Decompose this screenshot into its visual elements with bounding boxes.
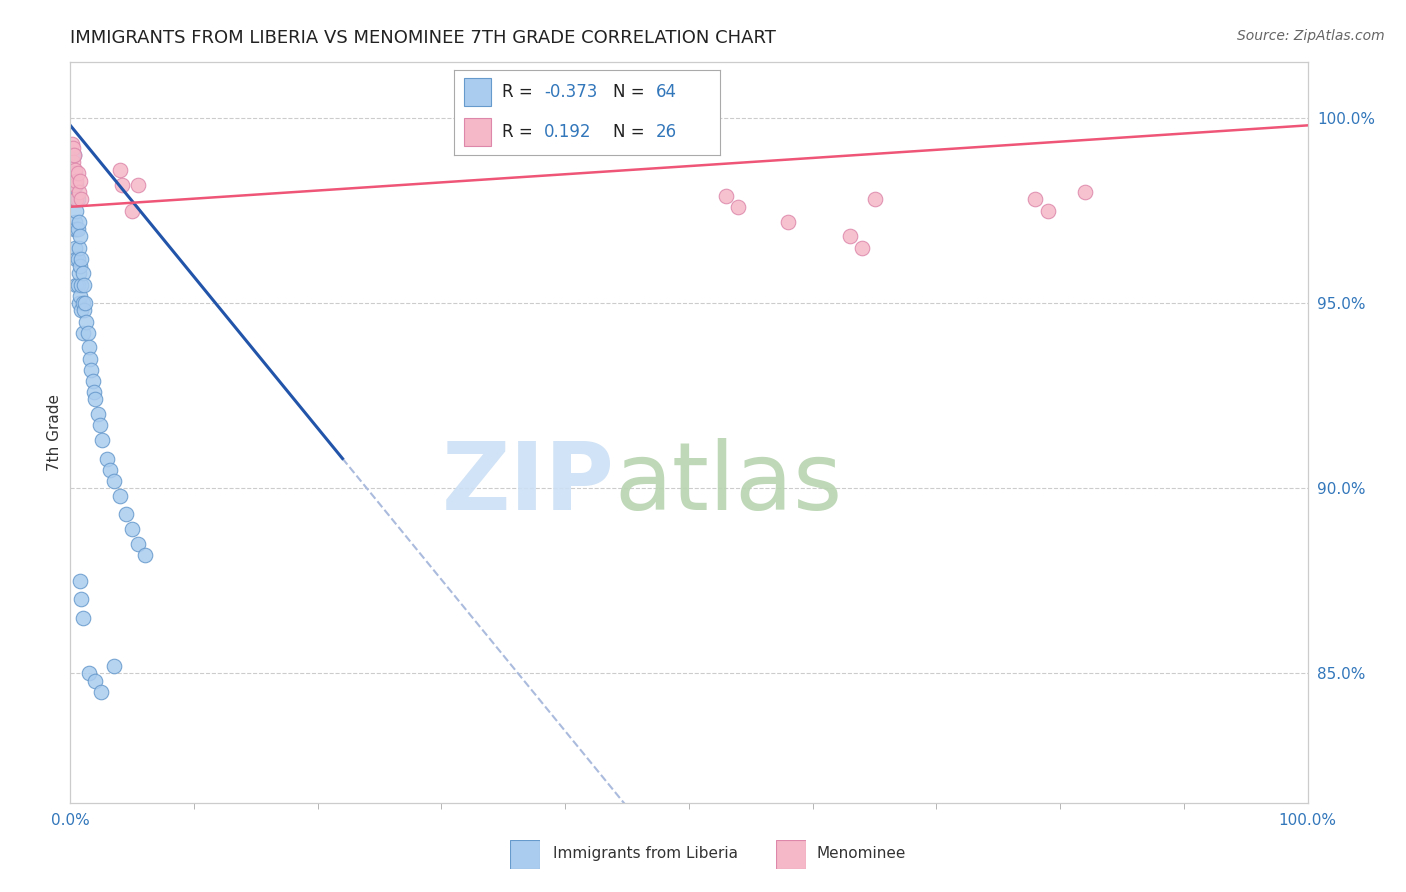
Point [63, 166, 86, 180]
Point [108, 489, 131, 503]
Point [127, 178, 149, 192]
Point [65, 162, 87, 177]
Text: IMMIGRANTS FROM LIBERIA VS MENOMINEE 7TH GRADE CORRELATION CHART: IMMIGRANTS FROM LIBERIA VS MENOMINEE 7TH… [70, 29, 776, 47]
Point [70, 303, 93, 318]
Point [86, 407, 108, 421]
Point [80, 362, 103, 376]
Point [65, 203, 87, 218]
Point [714, 188, 737, 202]
Point [1074, 185, 1097, 199]
Text: Immigrants from Liberia: Immigrants from Liberia [553, 846, 738, 861]
Y-axis label: 7th Grade: 7th Grade [46, 394, 62, 471]
Point [62, 166, 84, 180]
Point [776, 214, 799, 228]
Point [82, 374, 104, 388]
Point [111, 178, 134, 192]
Point [76, 326, 98, 340]
Point [65, 240, 87, 254]
Point [70, 252, 93, 266]
Point [134, 548, 156, 562]
Point [838, 229, 860, 244]
Point [62, 140, 84, 154]
Point [77, 666, 100, 681]
Point [67, 267, 90, 281]
Point [121, 203, 143, 218]
Point [66, 222, 89, 236]
Point [65, 214, 87, 228]
Point [67, 214, 90, 228]
Point [73, 277, 96, 292]
Text: atlas: atlas [614, 439, 844, 531]
Point [127, 536, 149, 550]
Text: Source: ZipAtlas.com: Source: ZipAtlas.com [1237, 29, 1385, 43]
Point [65, 174, 87, 188]
Point [72, 267, 94, 281]
Point [91, 433, 114, 447]
Text: ZIP: ZIP [441, 439, 614, 531]
Point [70, 277, 93, 292]
Point [1036, 203, 1059, 218]
Point [65, 166, 87, 180]
Point [67, 296, 90, 310]
Text: Menominee: Menominee [817, 846, 905, 861]
Point [70, 592, 93, 607]
Point [63, 148, 86, 162]
Point [65, 193, 87, 207]
Point [103, 474, 125, 488]
Point [67, 240, 90, 254]
Point [66, 193, 89, 207]
Point [72, 296, 94, 310]
Point [121, 522, 143, 536]
Point [727, 200, 749, 214]
Point [73, 303, 96, 318]
Point [79, 351, 101, 366]
Point [1024, 193, 1046, 207]
Point [103, 658, 125, 673]
Point [98, 462, 121, 476]
Point [66, 277, 89, 292]
Point [65, 178, 87, 192]
Point [62, 148, 84, 162]
Point [96, 451, 118, 466]
Point [77, 341, 100, 355]
Point [62, 155, 84, 169]
Point [67, 185, 90, 199]
Point [65, 193, 87, 207]
Point [90, 685, 112, 699]
Point [60, 148, 83, 162]
Point [69, 288, 91, 302]
Point [60, 136, 83, 151]
Point [62, 185, 84, 199]
Point [60, 166, 83, 180]
Point [75, 314, 97, 328]
Point [63, 166, 86, 180]
Point [108, 162, 131, 177]
Point [63, 193, 86, 207]
Point [75, 296, 97, 310]
Point [84, 392, 107, 407]
Point [63, 222, 86, 236]
Point [69, 229, 91, 244]
Point [83, 384, 105, 399]
Point [115, 507, 138, 521]
Point [66, 252, 89, 266]
Point [863, 193, 886, 207]
Point [69, 174, 91, 188]
Point [69, 574, 91, 588]
Point [72, 326, 94, 340]
Point [89, 418, 111, 433]
Point [69, 259, 91, 273]
Point [65, 222, 87, 236]
Point [63, 148, 86, 162]
Point [70, 193, 93, 207]
Point [66, 166, 89, 180]
Point [84, 673, 107, 688]
Point [851, 240, 873, 254]
Point [72, 611, 94, 625]
Point [65, 277, 87, 292]
Point [65, 252, 87, 266]
Point [65, 178, 87, 192]
